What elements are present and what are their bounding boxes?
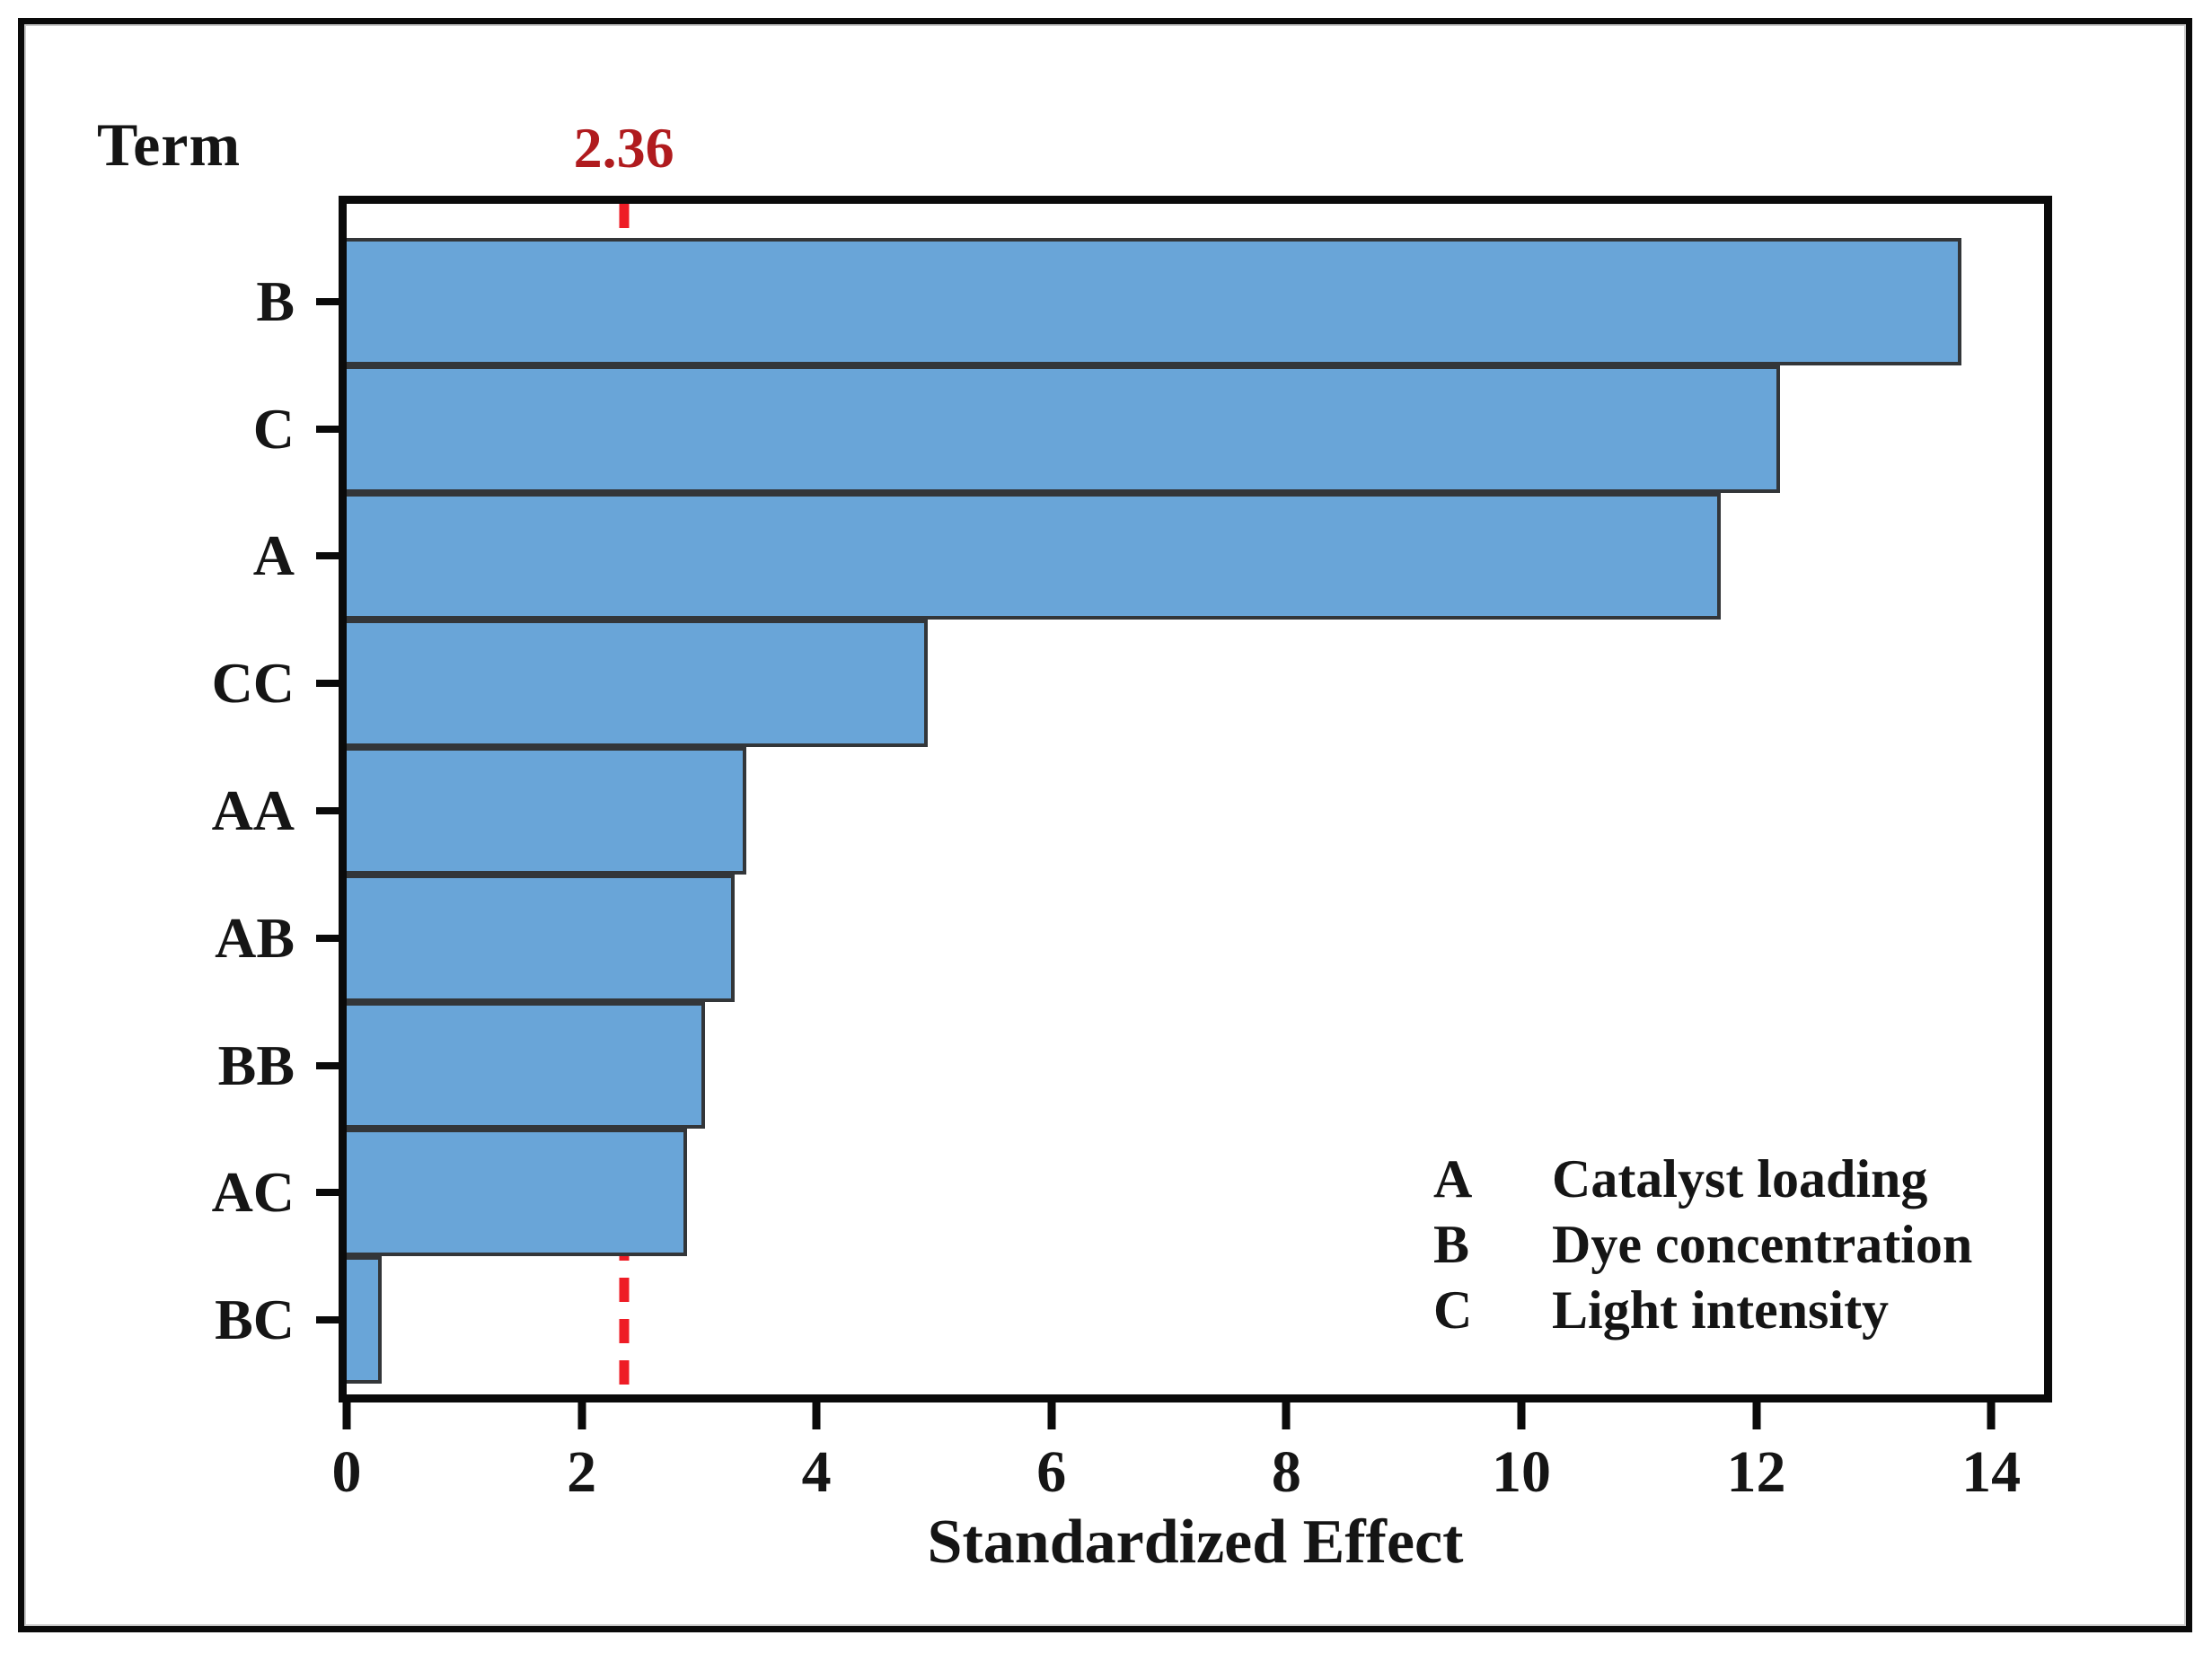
y-axis-tick <box>316 807 339 815</box>
y-axis-tick <box>316 934 339 942</box>
term-label-aa: AA <box>211 778 295 843</box>
x-axis-tick <box>1047 1402 1056 1429</box>
term-label-b: B <box>256 268 295 333</box>
term-row-a: A <box>253 492 2044 620</box>
term-column-title: Term <box>97 110 242 179</box>
term-row-aa: AA <box>212 747 2044 875</box>
x-axis-tick-label: 12 <box>1726 1439 1786 1505</box>
term-row-ab: AB <box>215 874 2044 1002</box>
legend-description: Dye concentration <box>1552 1215 1973 1274</box>
y-axis-tick <box>316 1061 339 1069</box>
legend-row-c: C Light intensity <box>1433 1279 1972 1345</box>
legend-description: Catalyst loading <box>1552 1149 1928 1209</box>
x-axis-tick-label: 8 <box>1271 1439 1301 1505</box>
term-label-ab: AB <box>215 905 295 970</box>
y-axis-tick <box>316 552 339 560</box>
bar-rows: B C A CC AA AB BB AC BC <box>212 204 2044 1394</box>
term-row-c: C <box>253 365 2044 493</box>
bar-ab <box>347 874 735 1002</box>
term-row-bb: BB <box>218 1001 2044 1130</box>
bar-bb <box>347 1001 705 1130</box>
x-axis-tick <box>1282 1402 1291 1429</box>
bar-a <box>347 492 1722 620</box>
legend-row-a: A Catalyst loading <box>1433 1148 1972 1214</box>
x-axis-tick <box>1517 1402 1526 1429</box>
reference-line-label: 2.36 <box>573 116 674 180</box>
legend-description: Light intensity <box>1552 1280 1890 1340</box>
plot-inner: B C A CC AA AB BB AC BC A Catalyst loading B Dye co… <box>212 204 2044 1394</box>
bar-bc <box>347 1256 383 1385</box>
term-label-ac: AC <box>211 1160 295 1225</box>
x-axis-tick-label: 14 <box>1961 1439 2022 1505</box>
term-row-b: B <box>256 238 2044 365</box>
term-label-cc: CC <box>211 651 295 716</box>
x-axis-tick-label: 2 <box>567 1439 597 1505</box>
legend-code: B <box>1433 1215 1470 1274</box>
x-axis-tick-label: 6 <box>1036 1439 1067 1505</box>
y-axis-tick <box>316 1316 339 1324</box>
term-label-bc: BC <box>215 1288 295 1352</box>
bar-aa <box>347 747 746 875</box>
x-axis-tick <box>342 1402 351 1429</box>
y-axis-tick <box>316 1189 339 1197</box>
y-axis-tick <box>316 297 339 305</box>
x-axis-tick <box>1752 1402 1761 1429</box>
bar-c <box>347 365 1780 493</box>
x-axis-tick-label: 10 <box>1491 1439 1551 1505</box>
term-row-cc: CC <box>212 620 2044 748</box>
bar-ac <box>347 1129 688 1257</box>
y-axis-tick <box>316 680 339 688</box>
legend-code: C <box>1433 1280 1473 1340</box>
y-axis-tick <box>316 425 339 433</box>
term-label-a: A <box>252 523 295 588</box>
legend-row-b: B Dye concentration <box>1433 1214 1972 1279</box>
plot-area: B C A CC AA AB BB AC BC A Catalyst loading B Dye co… <box>212 196 2052 1402</box>
x-axis-tick-label: 4 <box>801 1439 832 1505</box>
bar-cc <box>347 620 929 748</box>
legend-code: A <box>1433 1149 1473 1209</box>
x-axis-tick <box>1987 1402 1996 1429</box>
figure-border <box>18 18 2192 1632</box>
term-row-ac: AC <box>212 1129 2044 1257</box>
x-axis-tick <box>812 1402 821 1429</box>
x-axis-title: Standardized Effect <box>927 1508 1464 1577</box>
term-label-bb: BB <box>217 1033 295 1097</box>
x-axis-tick <box>577 1402 586 1429</box>
bar-b <box>347 238 1962 365</box>
x-axis-tick-label: 0 <box>331 1439 362 1505</box>
term-row-bc: BC <box>215 1256 2044 1385</box>
term-label-c: C <box>252 396 295 461</box>
legend: A Catalyst loading B Dye concentration C Ligh… <box>1433 1148 1972 1345</box>
